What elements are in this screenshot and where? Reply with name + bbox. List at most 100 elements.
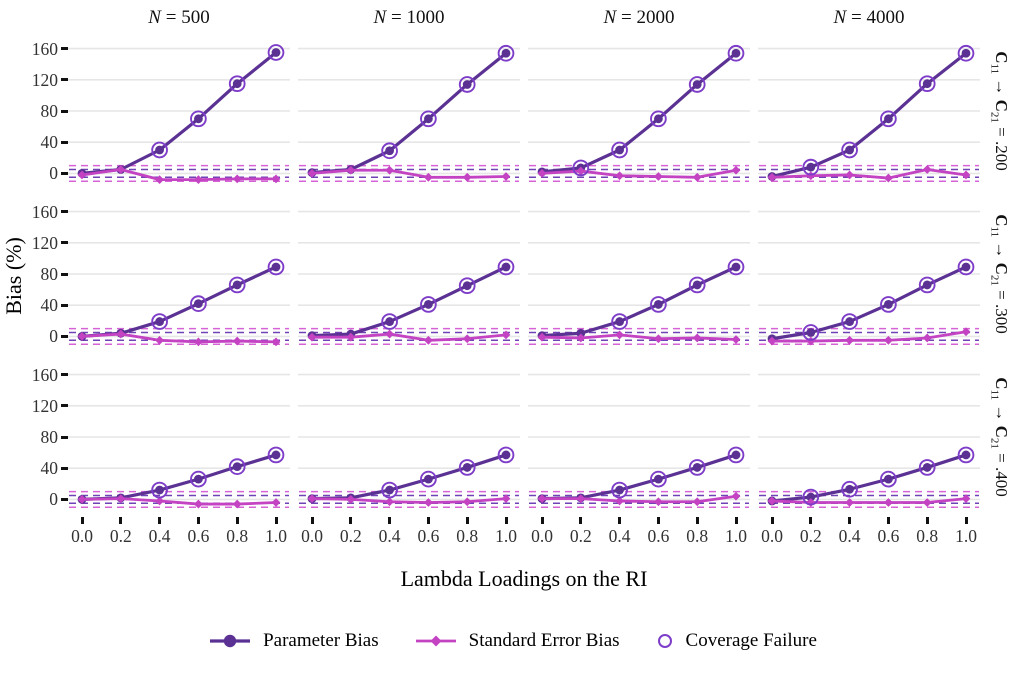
parameter-bias-point [385,485,394,495]
coverage-failure-ring [381,313,398,330]
parameter-bias-line [80,265,278,338]
parameter-bias-point [845,484,854,494]
x-axis-tick-mark [158,517,162,524]
standard-error-bias-point [767,496,777,506]
x-axis-tick-label: 0.2 [339,526,362,546]
y-axis-tick-mark [61,109,68,113]
x-axis-tick-mark [809,517,813,524]
parameter-bias-point [692,280,702,290]
y-axis-tick-label: 120 [31,395,58,416]
standard-error-bias-point [731,165,741,175]
y-axis-tick-label: 0 [49,489,58,510]
coverage-failure-ring [151,141,168,159]
standard-error-bias-point [385,165,394,175]
parameter-bias-point [155,145,164,155]
standard-error-bias-point [692,172,702,182]
parameter-bias-point [654,474,663,484]
coverage-failure-ring [497,44,515,62]
coverage-failure-ring [650,470,667,488]
standard-error-bias-point [307,494,317,504]
standard-error-bias-point [692,333,702,343]
parameter-bias-point [615,485,624,495]
parameter-bias-point [232,462,242,472]
parameter-bias-point [731,262,741,272]
parameter-bias-point [615,317,624,326]
chart-panel-r1-c2 [528,210,750,345]
coverage-failure-ring [458,277,476,295]
x-axis-tick-label: 0.2 [109,526,132,546]
standard-error-bias-point [845,170,854,180]
y-axis-tick-label: 80 [40,264,59,284]
legend-label-coverage-failure: Coverage Failure [685,630,817,651]
x-axis-tick-label: 0.8 [686,526,709,546]
chart-panel-r2-c0 [68,373,290,509]
parameter-bias-point [731,450,741,460]
facet-column-header: N = 500 [148,7,210,28]
parameter-bias-point [385,317,394,326]
standard-error-bias-point [615,330,624,340]
standard-error-bias-point [501,494,511,504]
standard-error-bias-point [692,497,702,507]
y-axis-tick-mark [61,171,68,175]
x-axis-tick-label: 0.8 [456,526,479,546]
x-axis-tick-label: 0.0 [301,526,323,546]
coverage-failure-ring [458,76,476,93]
parameter-bias-line [770,51,968,179]
chart-panel-r0-c1 [298,44,520,182]
standard-error-bias-point [424,172,433,182]
x-axis-tick-mark [656,517,660,524]
standard-error-bias-point [271,337,281,347]
standard-error-bias-point [116,165,126,174]
standard-error-bias-point [77,170,87,180]
x-axis-tick-mark [770,517,774,524]
y-axis-tick-mark [61,404,68,408]
x-axis-tick-label: 0.2 [799,526,822,546]
parameter-bias-point [501,48,511,58]
coverage-failure-ring [841,480,858,498]
parameter-bias-point [462,281,472,291]
parameter-bias-point [462,463,472,472]
x-axis-tick-label: 0.0 [761,526,783,546]
standard-error-bias-line [80,168,278,182]
y-axis-tick-label: 0 [49,326,58,347]
y-axis-tick-label: 40 [40,132,59,153]
coverage-failure-ring [611,481,628,499]
parameter-bias-line [80,453,278,501]
standard-error-bias-point [155,496,164,506]
parameter-bias-marker-icon [210,634,251,648]
standard-error-bias-line [310,168,508,179]
standard-error-bias-point [424,335,433,345]
x-axis-tick-label: 0.6 [187,526,210,546]
x-axis-tick-label: 0.0 [71,526,93,546]
y-axis-tick-mark [61,435,68,439]
parameter-bias-line [80,50,278,175]
coverage-failure-ring [572,159,590,177]
standard-error-bias-point [271,498,281,507]
parameter-bias-point [654,114,663,124]
standard-error-bias-point [731,491,741,501]
coverage-failure-ring [650,110,667,128]
standard-error-bias-point [615,171,624,181]
parameter-bias-point [692,463,702,472]
standard-error-bias-point [77,332,87,341]
standard-error-bias-point [537,332,547,342]
parameter-bias-point [232,280,242,290]
x-axis-tick-label: 0.8 [226,526,249,546]
parameter-bias-point [884,300,893,309]
x-axis-tick-label: 0.8 [916,526,939,546]
x-axis-tick-mark [465,517,469,524]
x-axis-tick-label: 0.4 [378,526,401,546]
y-axis-tick-mark [61,466,68,470]
standard-error-bias-marker-icon [415,635,456,647]
coverage-failure-ring [228,276,246,294]
x-axis-tick-label: 1.0 [495,526,517,546]
standard-error-bias-point [194,175,203,185]
parameter-bias-point [501,262,511,272]
y-axis-tick-label: 160 [31,364,58,385]
coverage-failure-ring [918,75,936,93]
x-axis-tick-label: 0.6 [417,526,440,546]
x-axis-tick-mark [540,517,544,524]
coverage-failure-ring [957,446,975,464]
parameter-bias-point [462,80,472,89]
legend-item-coverage-failure: Coverage Failure [654,630,817,652]
